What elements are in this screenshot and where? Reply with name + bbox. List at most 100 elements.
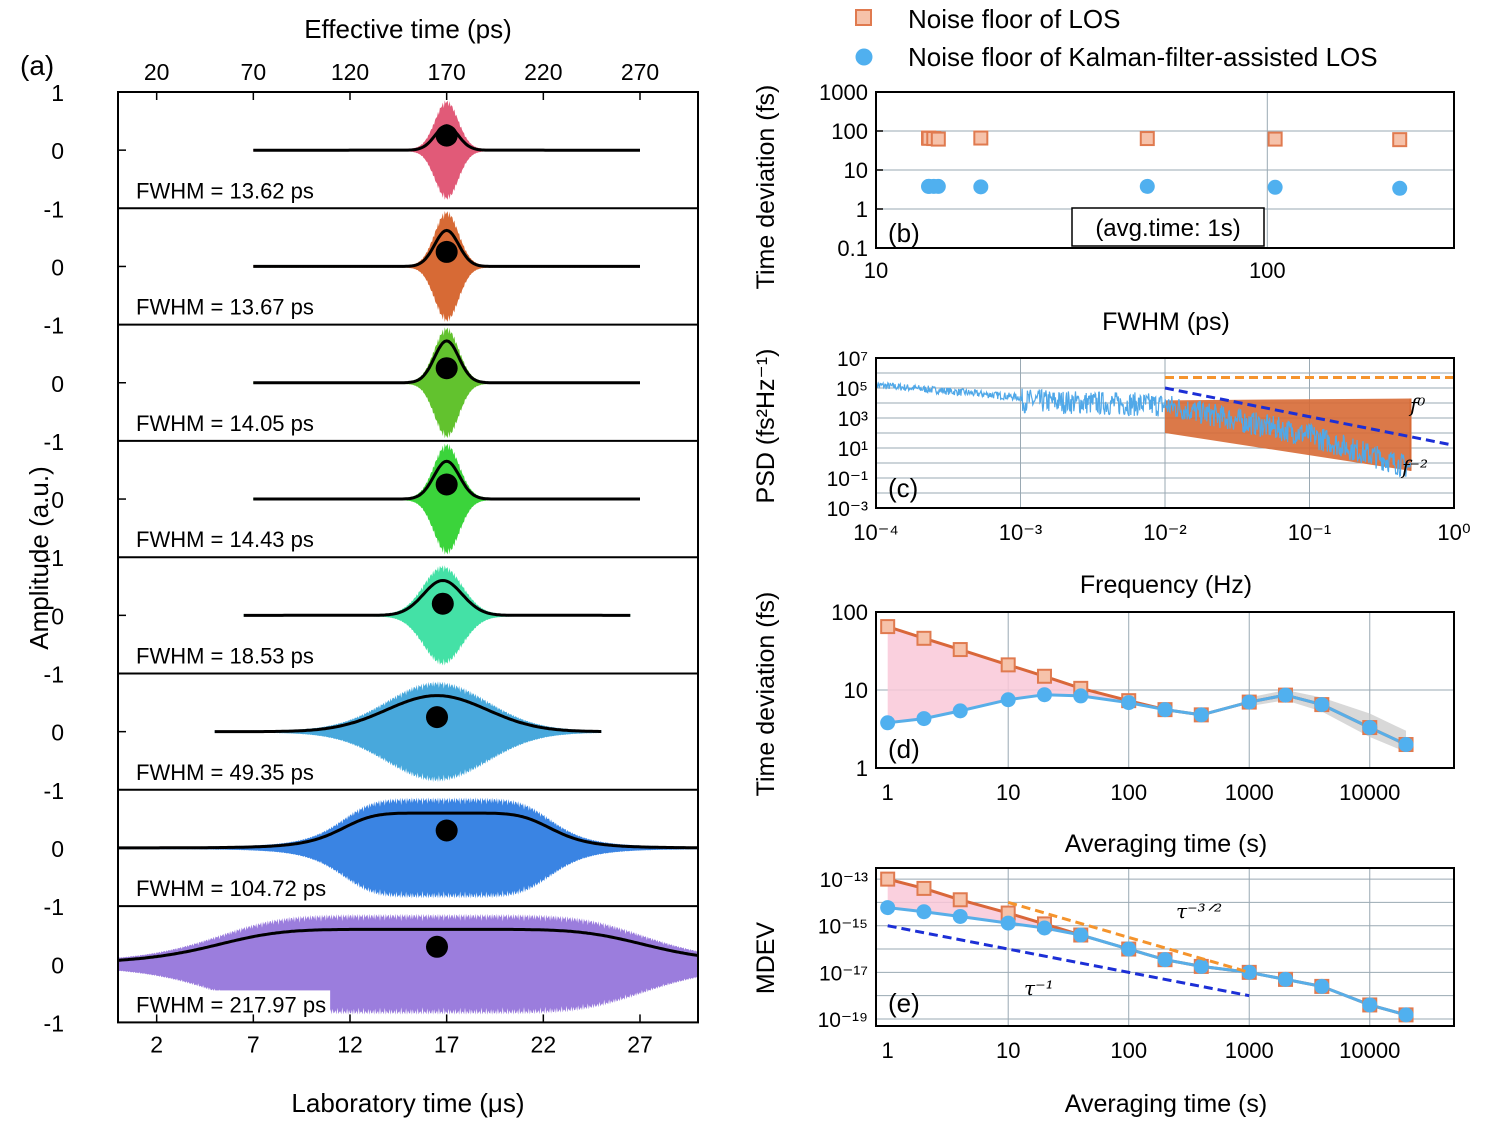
panel-d-xtick-label: 10000 <box>1339 780 1400 805</box>
panel-e-kalman-point <box>916 904 932 920</box>
panel-a-frame <box>117 91 699 1024</box>
panel-e-xtick-label: 100 <box>1110 1038 1147 1063</box>
panel-a-ytick-label: 0 <box>51 952 64 978</box>
panel-a-centroid-dot-3 <box>435 473 458 496</box>
panel-e-xtick-label: 10000 <box>1339 1038 1400 1063</box>
panel-a-ytick-label: -1 <box>44 778 64 804</box>
panel-d-kalman-point <box>1073 688 1089 704</box>
panel-e-ylabel: MDEV <box>752 922 780 995</box>
panel-a-xtick-label: 17 <box>434 1031 460 1057</box>
panel-e-tau1-label: τ⁻¹ <box>1024 976 1054 1000</box>
panel-a-interferogram-3 <box>253 443 641 555</box>
panel-a-centroid-dot-5 <box>426 706 448 729</box>
panel-a-fwhm-label-5: FWHM = 49.35 ps <box>136 760 314 785</box>
panel-e-xtick-label: 10 <box>996 1038 1020 1063</box>
panel-a-ytick-label: 0 <box>51 720 64 746</box>
panel-a-fwhm-label-bg <box>132 292 318 322</box>
panel-c-xtick-label: 10⁻³ <box>999 520 1042 545</box>
panel-a-fwhm-label-bg <box>132 176 318 206</box>
panel-a-centroid-dot-7 <box>426 935 448 958</box>
panel-e-ytick-label: 10⁻¹⁹ <box>818 1009 868 1032</box>
panel-b-ytick-label: 0.1 <box>837 236 868 261</box>
panel-a-fwhm-label-3: FWHM = 14.43 ps <box>136 527 314 552</box>
panel-a-top-tick-label: 120 <box>331 59 369 85</box>
panel-a-centroid-dot-1 <box>435 240 458 263</box>
panel-a-fwhm-label-0: FWHM = 13.62 ps <box>136 178 314 203</box>
panel-c-ytick-label: 10⁵ <box>836 378 868 401</box>
panel-a-bottom-axis-title: Laboratory time (μs) <box>291 1088 524 1118</box>
panel-e-kalman-point <box>1278 971 1294 987</box>
panel-d-kalman-point <box>1000 692 1016 708</box>
panel-a-ytick-label: -1 <box>44 545 64 571</box>
panel-e-kalman-point <box>1073 927 1089 943</box>
panel-d-kalman-point <box>1193 707 1209 723</box>
panel-e-kalman-point <box>1000 915 1016 931</box>
panel-d-kalman-point <box>1036 687 1052 703</box>
panel-b-ytick-label: 1 <box>856 197 868 222</box>
panel-a-ytick-label: 1 <box>51 80 64 106</box>
legend: Noise floor of LOS Noise floor of Kalman… <box>855 4 1378 72</box>
panel-a-xtick-label: 27 <box>627 1031 653 1057</box>
panel-d-los-point <box>1036 668 1052 684</box>
panel-b-ylabel: Time deviation (fs) <box>752 85 780 290</box>
panel-b-xtick-label: 10 <box>864 258 888 283</box>
panel-e-kalman-point <box>952 908 968 924</box>
panel-b-frame <box>875 91 1455 249</box>
panel-a-fwhm-label-bg <box>132 757 318 787</box>
panel-a-ytick-label: -1 <box>44 662 64 688</box>
panel-a-fwhm-label-bg <box>132 990 331 1020</box>
panel-a: 1 0 -1 0 -1 0 -1 0 -1 0 -1 0 -1 0 -1 0 -1 FWHM = 13.62 ps… <box>44 59 699 1057</box>
panel-a-centroid-dot-4 <box>431 592 454 615</box>
panel-b-los-point <box>1392 132 1408 148</box>
panel-a-top-tick-label: 70 <box>241 59 267 85</box>
panel-a-top-tick-label: 20 <box>144 59 170 85</box>
panel-a-interferogram-1 <box>253 211 641 322</box>
panel-a-ytick-label: 0 <box>51 138 64 164</box>
panel-e-xtick-label: 1000 <box>1225 1038 1274 1063</box>
panel-c-ytick-label: 10⁻³ <box>827 498 868 521</box>
panel-b-kalman-point <box>1392 180 1408 196</box>
panel-a-top-tick-label: 220 <box>524 59 562 85</box>
panel-e-los-point <box>916 880 932 896</box>
panel-c-fm2-label: f⁻² <box>1400 455 1428 479</box>
panel-a-ytick-label: 0 <box>51 603 64 629</box>
panel-a-ytick-label: -1 <box>44 196 64 222</box>
panel-d-kalman-point <box>1278 687 1294 703</box>
panel-d-kalman-point <box>1241 694 1257 710</box>
panel-a-y-axis-title: Amplitude (a.u.) <box>24 466 54 650</box>
panel-c-ylabel: PSD (fs²Hz⁻¹) <box>752 349 780 504</box>
panel-d-frame <box>875 611 1455 769</box>
panel-a-envelope-7 <box>117 927 699 962</box>
panel-b-los-point <box>1139 131 1155 147</box>
panel-a-fwhm-label-1: FWHM = 13.67 ps <box>136 295 314 320</box>
panel-b-los-point <box>930 131 946 147</box>
panel-d-ytick-label: 100 <box>831 600 868 625</box>
panel-e-kalman-point <box>1193 958 1209 974</box>
panel-a-fwhm-label-bg <box>132 408 318 438</box>
panel-a-xtick-label: 7 <box>247 1031 260 1057</box>
panel-a-xtick-label: 12 <box>337 1031 363 1057</box>
panel-c-kalman-psd <box>875 381 1412 478</box>
panel-a-envelope-5 <box>214 694 602 734</box>
panel-a-centroid-dot-0 <box>435 124 458 147</box>
panel-c-label: (c) <box>888 473 918 503</box>
panel-d-los-point <box>916 630 932 646</box>
panel-a-ytick-label: -1 <box>44 1010 64 1036</box>
panel-b-xlabel: FWHM (ps) <box>1102 308 1230 336</box>
panel-d-los-point <box>880 619 896 635</box>
panel-d-xtick-label: 10 <box>996 780 1020 805</box>
panel-b-annotation: (avg.time: 1s) <box>1095 215 1240 242</box>
panel-d-xtick-label: 1000 <box>1225 780 1274 805</box>
panel-b-los-point <box>1267 131 1283 147</box>
panel-b-annotation-box <box>1071 207 1265 247</box>
panel-e-ytick-label: 10⁻¹⁵ <box>818 916 868 939</box>
legend-los-label: Noise floor of LOS <box>908 4 1120 34</box>
panel-c-fm2-reference <box>1164 386 1455 447</box>
panel-c-xtick-label: 10⁻² <box>1143 520 1186 545</box>
panel-c-ytick-label: 10³ <box>838 408 868 431</box>
panel-a-envelope-3 <box>253 459 640 501</box>
panel-a-ytick-label: 0 <box>51 836 64 862</box>
